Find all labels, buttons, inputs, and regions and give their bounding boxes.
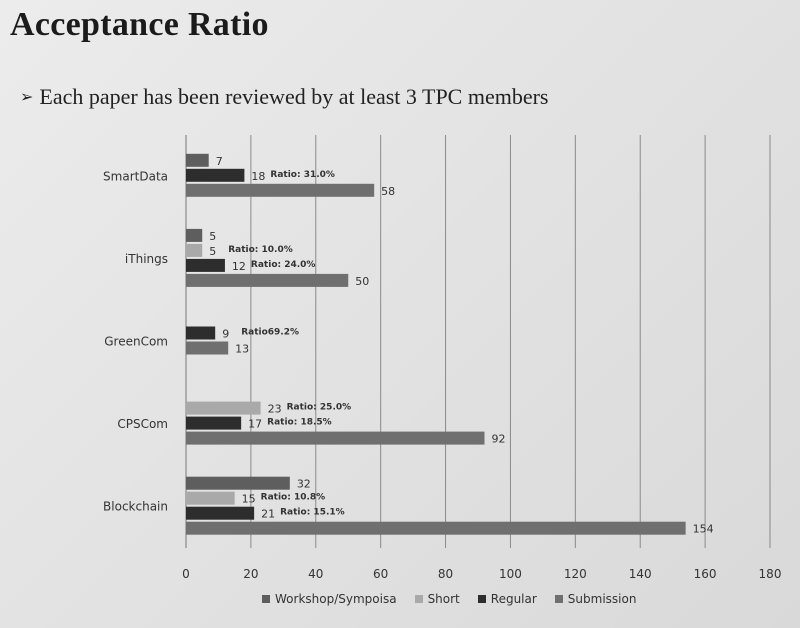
category-label: GreenCom <box>104 335 168 349</box>
ratio-annotation: Ratio: 10.0% <box>228 245 293 255</box>
data-label: 23 <box>268 403 282 416</box>
legend-swatch-regular <box>477 595 486 603</box>
x-tick-label: 120 <box>564 567 587 581</box>
legend-swatch-submission <box>554 595 563 603</box>
data-label: 9 <box>222 328 229 341</box>
ratio-annotation: Ratio: 10.8% <box>261 493 326 503</box>
x-tick-label: 180 <box>759 567 782 581</box>
data-label: 17 <box>248 418 262 431</box>
data-label: 13 <box>235 343 249 356</box>
bar <box>186 341 229 355</box>
ratio-annotation: Ratio: 18.5% <box>267 418 332 428</box>
category-label: iThings <box>125 252 168 266</box>
bullet-text: Each paper has been reviewed by at least… <box>39 84 549 109</box>
legend-item-submission: Submission <box>554 592 637 606</box>
legend-item-regular: Regular <box>477 592 537 606</box>
legend-label-regular: Regular <box>490 592 537 606</box>
bar <box>186 476 290 490</box>
legend-swatch-workshop <box>262 595 270 603</box>
ratio-annotation: Ratio: 31.0% <box>270 170 335 180</box>
x-tick-label: 60 <box>373 567 388 581</box>
bar <box>186 228 203 242</box>
bar <box>186 416 242 430</box>
bar <box>186 521 686 535</box>
ratio-annotation: Ratio: 15.1% <box>280 508 345 518</box>
legend-item-workshop: Workshop/Sympoisa <box>262 592 397 606</box>
bar <box>186 491 235 505</box>
bullet-point: ➢ Each paper has been reviewed by at lea… <box>20 84 549 110</box>
legend-swatch-short <box>414 595 423 603</box>
legend-item-short: Short <box>414 592 460 606</box>
data-label: 21 <box>261 508 275 521</box>
bar <box>186 258 225 272</box>
ratio-annotation: Ratio: 24.0% <box>251 260 316 270</box>
data-label: 58 <box>381 185 395 198</box>
data-label: 7 <box>216 155 223 168</box>
category-label: CPSCom <box>117 417 168 431</box>
x-tick-label: 20 <box>243 567 258 581</box>
x-tick-label: 140 <box>629 567 652 581</box>
data-label: 5 <box>209 245 216 258</box>
arrow-bullet-icon: ➢ <box>20 89 34 106</box>
bar <box>186 326 216 340</box>
bar <box>186 168 245 182</box>
bar <box>186 431 485 445</box>
bar <box>186 273 349 287</box>
chart-legend: Workshop/Sympoisa Short Regular Submissi… <box>262 592 636 606</box>
category-label: Blockchain <box>103 500 168 514</box>
bar <box>186 243 203 257</box>
category-label: SmartData <box>103 169 168 183</box>
legend-label-submission: Submission <box>567 592 637 606</box>
slide-title: Acceptance Ratio <box>10 6 269 43</box>
x-tick-label: 160 <box>694 567 717 581</box>
bar <box>186 506 255 520</box>
data-label: 32 <box>297 478 311 491</box>
data-label: 5 <box>209 230 216 243</box>
bar <box>186 183 375 197</box>
x-tick-label: 100 <box>499 567 522 581</box>
data-label: 92 <box>491 433 505 446</box>
bar <box>186 401 261 415</box>
data-label: 50 <box>355 275 369 288</box>
ratio-annotation: Ratio69.2% <box>241 328 299 338</box>
legend-label-workshop: Workshop/Sympoisa <box>275 592 397 606</box>
x-tick-label: 40 <box>308 567 323 581</box>
data-label: 12 <box>232 260 246 273</box>
legend-label-short: Short <box>427 592 460 606</box>
data-label: 18 <box>251 170 265 183</box>
ratio-annotation: Ratio: 25.0% <box>287 403 352 413</box>
x-tick-label: 0 <box>182 567 190 581</box>
bar <box>186 153 209 167</box>
data-label: 15 <box>242 493 256 506</box>
x-tick-label: 80 <box>438 567 453 581</box>
data-label: 154 <box>693 523 714 536</box>
